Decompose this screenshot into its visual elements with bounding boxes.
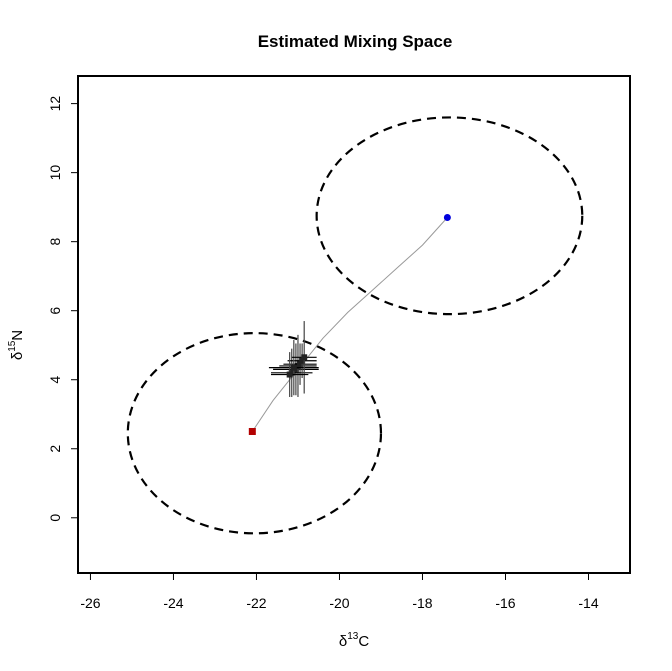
- consumer-point-6: [268, 340, 319, 396]
- source-marker-1: [248, 427, 256, 435]
- source-ellipse-1: [126, 332, 383, 535]
- x-tick-label: -20: [329, 595, 349, 611]
- y-axis: 0 2 4 6 8 10 12: [47, 96, 79, 522]
- x-tick-label: -22: [246, 595, 266, 611]
- y-axis-label: δ15N: [7, 330, 26, 360]
- y-tick-label: 8: [47, 238, 63, 246]
- y-axis-label-sup: 15: [7, 340, 18, 352]
- consumer-point-7: [291, 321, 317, 394]
- x-axis-label: δ13C: [339, 631, 369, 650]
- y-tick-label: 4: [47, 376, 63, 384]
- y-axis-label-rest: N: [9, 330, 26, 341]
- mixing-line: [251, 217, 448, 432]
- y-tick-label: 2: [47, 445, 63, 453]
- consumer-point-3: [283, 343, 317, 385]
- x-tick-label: -14: [578, 595, 598, 611]
- x-axis-label-base: δ: [339, 633, 347, 650]
- consumer-point-8: [270, 352, 309, 397]
- y-tick-label: 6: [47, 307, 63, 315]
- source-marker-2: [443, 214, 451, 222]
- x-tick-label: -16: [495, 595, 515, 611]
- y-tick-label: 12: [47, 96, 63, 112]
- source-ellipse-2: [315, 116, 584, 316]
- y-tick-label: 0: [47, 514, 63, 522]
- x-tick-label: -26: [80, 595, 100, 611]
- x-axis-label-sup: 13: [347, 631, 359, 642]
- y-axis-label-base: δ: [9, 352, 26, 360]
- x-tick-label: -18: [412, 595, 432, 611]
- y-tick-label: 10: [47, 165, 63, 181]
- x-axis: -26 -24 -22 -20 -18 -16 -14: [80, 572, 599, 611]
- consumer-point-5: [287, 343, 317, 378]
- chart-title: Estimated Mixing Space: [258, 32, 453, 51]
- x-tick-label: -24: [163, 595, 183, 611]
- x-axis-label-rest: C: [358, 633, 369, 650]
